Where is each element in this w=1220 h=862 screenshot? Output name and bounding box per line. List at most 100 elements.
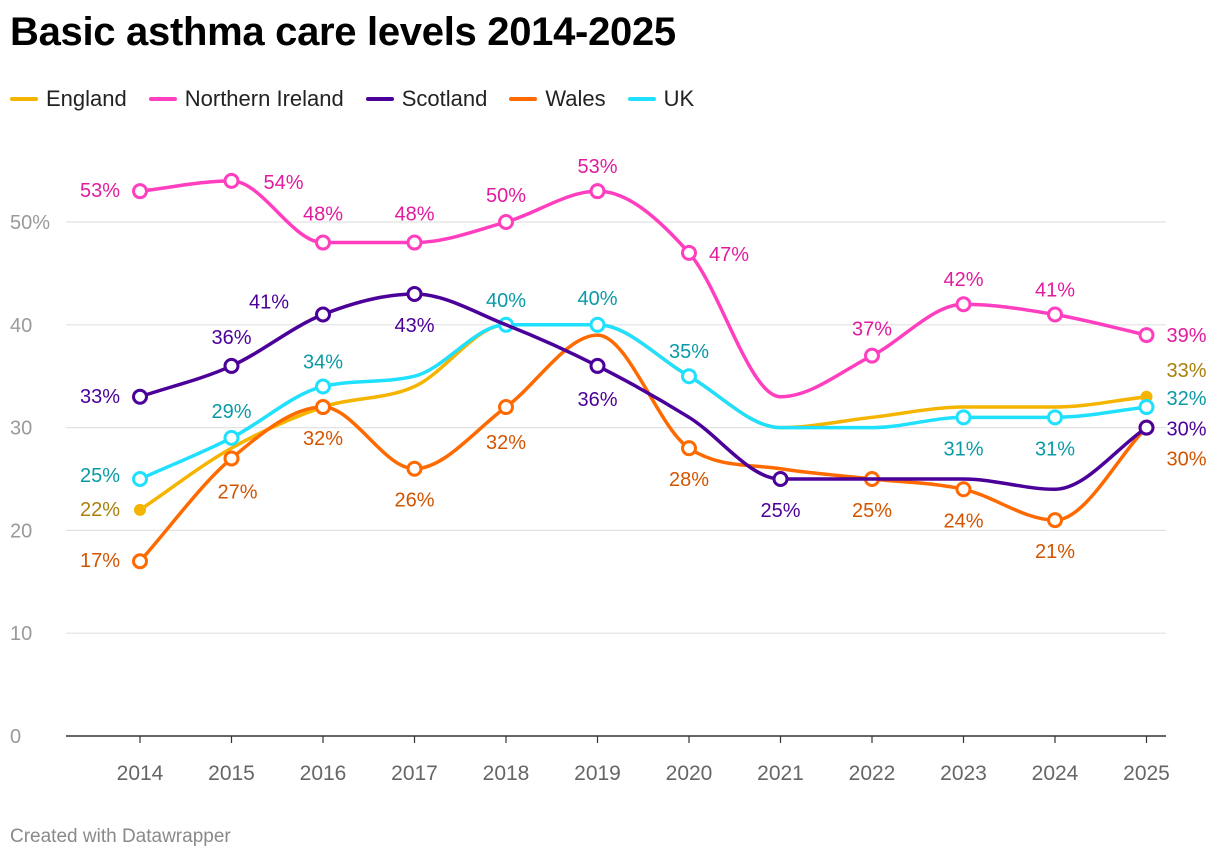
data-label-northern-ireland: 50%: [486, 185, 526, 207]
data-label-wales: 24%: [943, 510, 983, 532]
x-tick-label: 2016: [300, 762, 347, 785]
data-label-uk: 32%: [1167, 388, 1207, 410]
data-label-northern-ireland: 41%: [1035, 280, 1075, 302]
y-tick-label: 0: [10, 726, 21, 748]
data-point-uk: [589, 316, 606, 333]
data-point-northern-ireland: [132, 183, 148, 200]
x-tick-label: 2014: [117, 762, 164, 785]
data-label-northern-ireland: 54%: [264, 172, 304, 194]
data-point-uk: [132, 471, 148, 487]
legend-label: Northern Ireland: [184, 86, 344, 111]
data-point-northern-ireland: [589, 183, 606, 200]
legend-label: UK: [663, 86, 695, 111]
chart-credit: Created with Datawrapper: [10, 826, 231, 847]
data-label-northern-ireland: 37%: [852, 319, 892, 341]
data-point-scotland: [132, 388, 148, 405]
legend-label: Wales: [545, 86, 606, 111]
series-line-scotland: [138, 292, 1149, 492]
data-label-northern-ireland: 42%: [943, 269, 983, 291]
x-tick-label: 2020: [666, 762, 713, 785]
legend-swatch: [365, 97, 394, 101]
data-point-northern-ireland: [223, 172, 240, 189]
data-label-uk: 34%: [303, 351, 343, 373]
data-label-uk: 40%: [577, 288, 617, 310]
data-point-wales: [1047, 512, 1063, 529]
x-tick-label: 2019: [574, 762, 621, 785]
x-tick-label: 2017: [391, 762, 438, 785]
data-point-wales: [315, 399, 331, 416]
data-point-northern-ireland: [315, 234, 331, 251]
data-point-uk: [315, 378, 331, 395]
x-tick-label: 2025: [1123, 762, 1170, 785]
data-label-wales: 21%: [1035, 541, 1075, 563]
data-point-wales: [498, 399, 514, 416]
data-label-scotland: 30%: [1167, 419, 1207, 441]
y-tick-label: 40: [10, 315, 32, 337]
data-point-northern-ireland: [1138, 327, 1155, 344]
legend-swatch: [148, 97, 177, 101]
data-label-scotland: 36%: [577, 389, 617, 411]
legend-label: Scotland: [401, 86, 488, 111]
data-point-scotland: [315, 306, 331, 323]
legend-item: UK: [627, 86, 695, 112]
data-point-northern-ireland: [681, 244, 697, 261]
data-point-scotland: [406, 285, 423, 302]
x-tick-label: 2024: [1032, 762, 1079, 785]
data-label-uk: 31%: [943, 438, 983, 460]
y-tick-label: 50%: [10, 212, 50, 234]
data-label-northern-ireland: 47%: [709, 244, 749, 266]
data-label-wales: 25%: [852, 500, 892, 522]
legend-item: Scotland: [365, 86, 488, 112]
series-line-uk: [138, 323, 1149, 481]
data-point-wales: [132, 553, 148, 570]
data-point-scotland: [1138, 419, 1155, 436]
data-label-uk: 31%: [1035, 438, 1075, 460]
data-point-wales: [223, 450, 240, 467]
data-label-northern-ireland: 53%: [577, 156, 617, 178]
data-label-uk: 25%: [80, 465, 120, 487]
x-tick-label: 2022: [849, 762, 896, 785]
data-point-uk: [1138, 399, 1155, 416]
data-point-northern-ireland: [1047, 306, 1063, 323]
data-label-scotland: 41%: [249, 292, 289, 314]
data-point-northern-ireland: [955, 296, 972, 313]
data-label-wales: 27%: [217, 481, 257, 503]
data-label-wales: 26%: [394, 490, 434, 512]
data-label-wales: 17%: [80, 550, 120, 572]
data-label-scotland: 33%: [80, 386, 120, 408]
data-label-northern-ireland: 48%: [394, 204, 434, 226]
data-label-wales: 32%: [486, 432, 526, 454]
data-label-scotland: 43%: [394, 315, 434, 337]
chart-title: Basic asthma care levels 2014-2025: [10, 10, 676, 54]
data-point-uk: [681, 368, 697, 385]
data-label-wales: 32%: [303, 428, 343, 450]
y-tick-label: 20: [10, 520, 32, 542]
data-point-uk: [1047, 409, 1063, 426]
data-label-scotland: 36%: [211, 327, 251, 349]
data-label-uk: 40%: [486, 290, 526, 312]
x-tick-label: 2018: [483, 762, 530, 785]
legend-item: Northern Ireland: [148, 86, 344, 112]
data-point-wales: [955, 481, 972, 498]
y-tick-label: 30: [10, 418, 32, 440]
data-label-northern-ireland: 53%: [80, 180, 120, 202]
data-label-england: 33%: [1167, 360, 1207, 382]
legend-swatch: [10, 97, 38, 101]
legend-item: Wales: [509, 86, 606, 112]
data-label-uk: 35%: [669, 341, 709, 363]
data-point-wales: [406, 460, 423, 477]
data-point-scotland: [589, 357, 606, 374]
x-tick-label: 2023: [940, 762, 987, 785]
data-point-scotland: [223, 357, 240, 374]
data-label-england: 22%: [80, 499, 120, 521]
data-label-wales: 30%: [1167, 449, 1207, 471]
data-point-england: [134, 503, 146, 516]
x-tick-label: 2021: [757, 762, 804, 785]
y-tick-label: 10: [10, 623, 32, 645]
data-point-northern-ireland: [406, 234, 423, 251]
data-label-northern-ireland: 48%: [303, 204, 343, 226]
series-line-wales: [138, 333, 1149, 563]
data-label-northern-ireland: 39%: [1167, 325, 1207, 347]
legend-item: England: [10, 86, 127, 112]
